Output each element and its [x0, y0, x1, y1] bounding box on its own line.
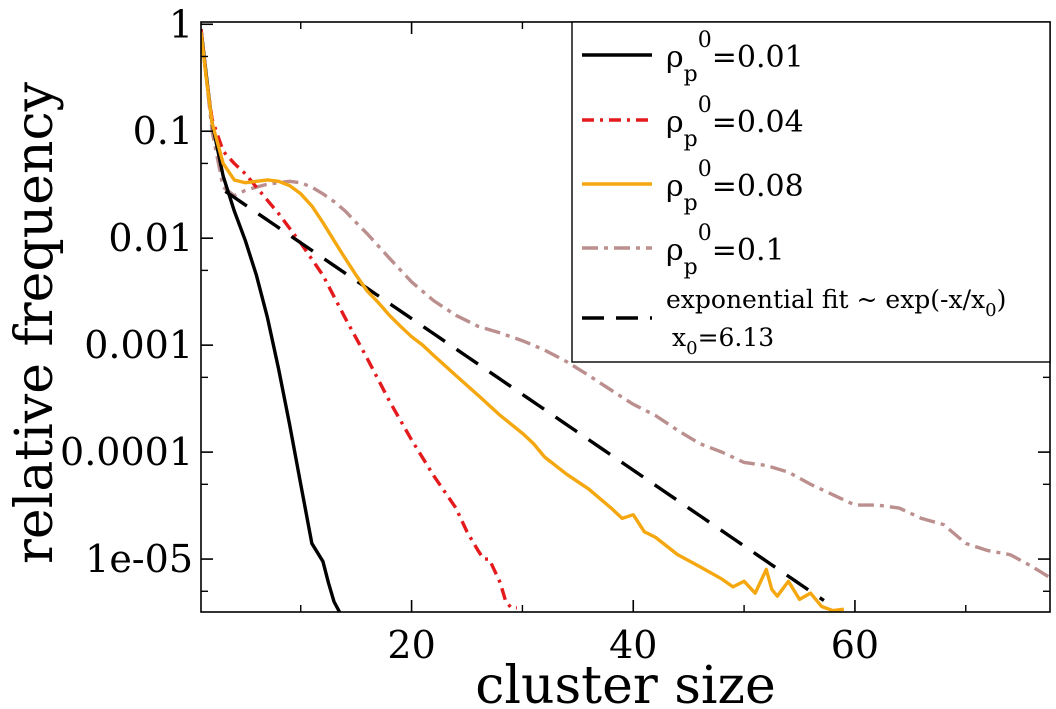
- y-tick-label: 0.1: [133, 109, 193, 153]
- series-line-4: [201, 28, 1050, 579]
- fit-line: [224, 189, 825, 602]
- legend-box: [571, 21, 1051, 363]
- legend-label-fit-param: x0=6.13: [672, 323, 774, 359]
- y-axis-title: relative frequency: [5, 81, 65, 564]
- y-tick-label: 1: [169, 2, 193, 46]
- series-line-3: [201, 31, 845, 612]
- x-tick-label: 60: [831, 623, 879, 667]
- legend-label-3: ρp0=0.08: [666, 157, 804, 216]
- legend-label-fit: exponential fit ~ exp(-x/x0): [666, 285, 1006, 321]
- x-tick-label: 40: [609, 623, 657, 667]
- y-tick-label: 0.01: [108, 216, 193, 260]
- x-axis-title: cluster size: [475, 656, 775, 709]
- tick-layer: 20 40 60 1 0.1 0.01 0.001 0.0001 1e-05: [60, 2, 1050, 667]
- series-layer: [201, 28, 1050, 612]
- legend-label-4: ρp0=0.1: [666, 221, 785, 280]
- legend-label-1: ρp0=0.01: [666, 28, 804, 87]
- y-tick-label: 1e-05: [85, 537, 193, 581]
- legend-label-2: ρp0=0.04: [666, 93, 804, 152]
- series-line-2: [201, 28, 517, 610]
- y-tick-label: 0.0001: [60, 430, 193, 474]
- x-tick-label: 20: [387, 623, 435, 667]
- y-tick-label: 0.001: [84, 323, 193, 367]
